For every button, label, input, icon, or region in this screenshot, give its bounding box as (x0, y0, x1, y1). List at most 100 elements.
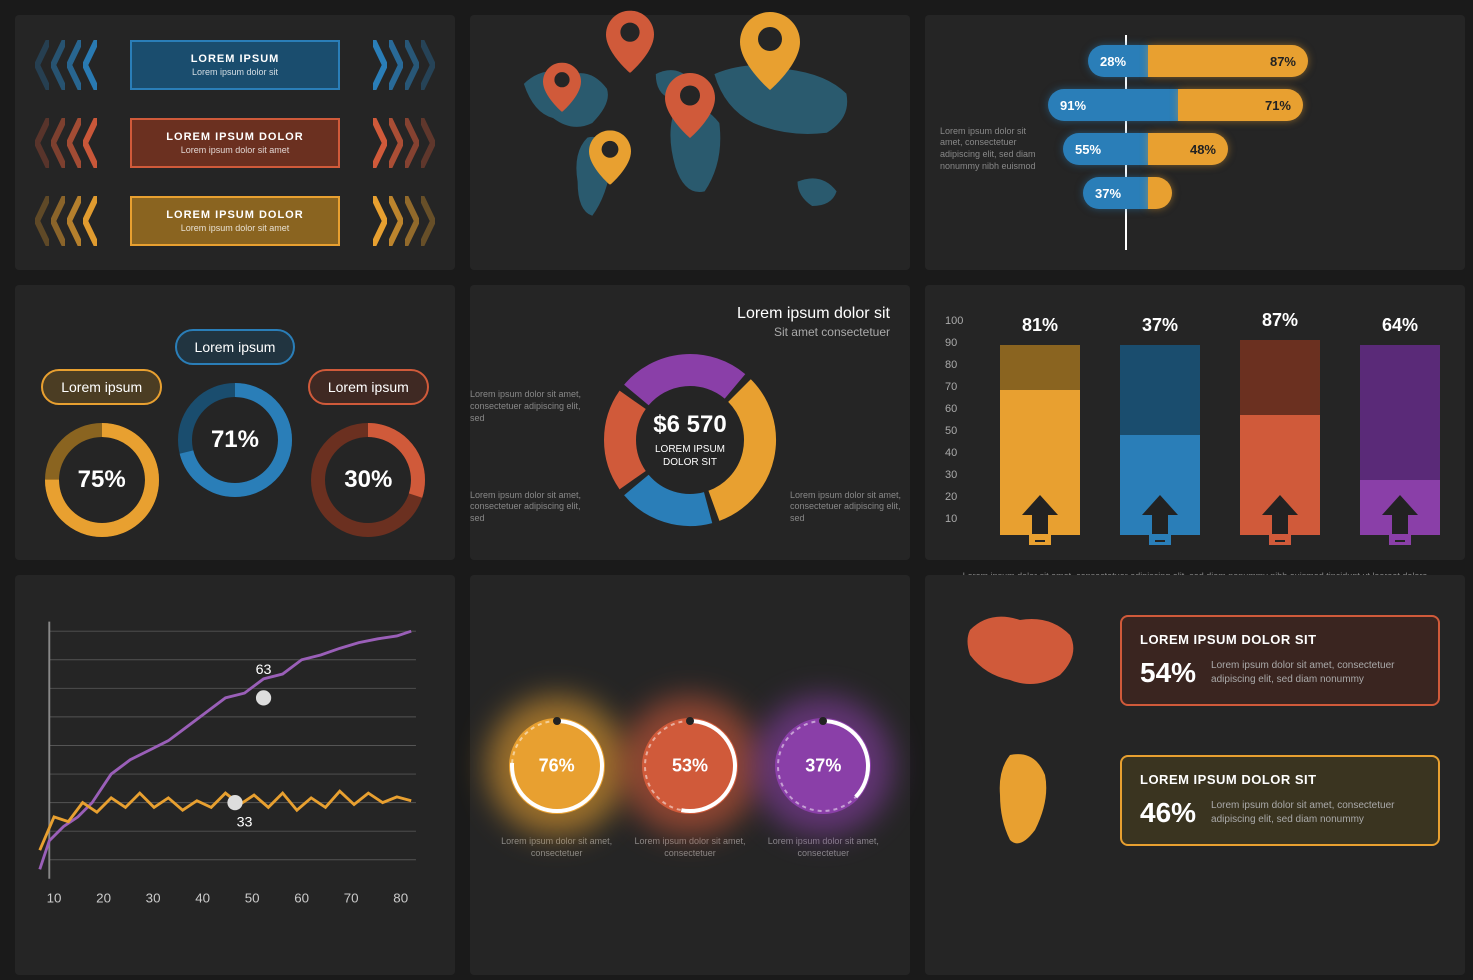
vbar-top (1120, 345, 1200, 435)
hbar-left: 55% (1063, 133, 1148, 165)
vbar-percent: 81% (1022, 315, 1058, 336)
vbar-column: 64% (1355, 345, 1445, 535)
donut-segment (636, 370, 735, 395)
donut-segment-label: Lorem ipsum dolor sit amet, consectetuer… (470, 490, 590, 525)
hbar-pair: 28% 87% (1048, 45, 1450, 77)
banner-row: LOREM IPSUM DOLOR Lorem ipsum dolor sit … (35, 118, 435, 168)
arrow-up-icon (1380, 495, 1420, 545)
banner-title: LOREM IPSUM DOLOR (166, 209, 303, 221)
data-point (256, 690, 271, 705)
hbar-row: 91% 71% (940, 89, 1450, 121)
hbar-pair: 37% (1048, 177, 1450, 209)
donut-segment (620, 399, 633, 479)
banner-subtitle: Lorem ipsum dolor sit amet (181, 223, 290, 233)
glow-panel: 76% Lorem ipsum dolor sit amet, consecte… (470, 575, 910, 975)
vbar-top (1240, 340, 1320, 415)
vbar-percent: 64% (1382, 315, 1418, 336)
vbar-percent: 37% (1142, 315, 1178, 336)
arrow-up-icon (1260, 495, 1300, 545)
map-pin-icon (543, 62, 581, 116)
continent-percent: 46% (1140, 797, 1196, 829)
glow-percent: 37% (805, 755, 841, 776)
ring-value: 71% (211, 426, 259, 454)
banner-title: LOREM IPSUM (191, 53, 280, 65)
ring-pill: Lorem ipsum (308, 369, 429, 405)
donut-segment (636, 484, 708, 509)
rings-panel: Lorem ipsum 75% Lorem ipsum 71% Lorem ip… (15, 285, 455, 560)
x-tick: 50 (245, 891, 260, 906)
y-tick: 20 (945, 491, 957, 503)
chevron-right-icon (373, 118, 435, 168)
x-tick: 40 (195, 891, 210, 906)
continent-desc: Lorem ipsum dolor sit amet, consectetuer… (1211, 799, 1420, 827)
line-chart-svg: 63331020304050607080 (35, 595, 435, 915)
banner-body: LOREM IPSUM DOLOR Lorem ipsum dolor sit … (130, 196, 340, 246)
hbar-left: 28% (1088, 45, 1148, 77)
ring-pill: Lorem ipsum (41, 369, 162, 405)
y-tick: 50 (945, 425, 957, 437)
donut-panel: Lorem ipsum dolor sit Sit amet consectet… (470, 285, 910, 560)
glow-block: 76% Lorem ipsum dolor sit amet, consecte… (490, 711, 623, 859)
hbar-right (1148, 177, 1172, 209)
ring-chart: 30% (308, 420, 428, 540)
y-tick: 70 (945, 381, 957, 393)
y-tick: 40 (945, 447, 957, 459)
banner-body: LOREM IPSUM Lorem ipsum dolor sit (130, 40, 340, 90)
banner-body: LOREM IPSUM DOLOR Lorem ipsum dolor sit … (130, 118, 340, 168)
vbar-percent: 87% (1262, 310, 1298, 331)
x-tick: 30 (146, 891, 161, 906)
continent-shape-icon (950, 740, 1100, 860)
arrow-up-icon (1140, 495, 1180, 545)
vbar-top (1000, 345, 1080, 390)
ring-block: Lorem ipsum 30% (308, 369, 429, 540)
hbar-left: 37% (1083, 177, 1148, 209)
map-pin-icon (606, 11, 654, 78)
glow-percent: 76% (539, 755, 575, 776)
chevron-left-icon (35, 196, 97, 246)
vbar (1240, 340, 1320, 535)
ring-block: Lorem ipsum 71% (175, 329, 296, 500)
vbar-bottom (1240, 415, 1320, 535)
hbar-label: Lorem ipsum dolor sit amet, consectetuer… (940, 126, 1040, 173)
banner-row: LOREM IPSUM DOLOR Lorem ipsum dolor sit … (35, 196, 435, 246)
x-tick: 10 (47, 891, 62, 906)
continent-info-box: LOREM IPSUM DOLOR SIT 54% Lorem ipsum do… (1120, 615, 1440, 706)
line-chart-panel: 63331020304050607080 (15, 575, 455, 975)
y-tick: 80 (945, 359, 957, 371)
donut-area: $6 570 LOREM IPSUMDOLOR SIT Lorem ipsum … (490, 339, 890, 540)
vbar-column: 87% (1235, 340, 1325, 535)
ring-chart: 71% (175, 380, 295, 500)
chevron-left-icon (35, 40, 97, 90)
glow-caption: Lorem ipsum dolor sit amet, consectetuer (757, 836, 890, 859)
hbar-row: 28% 87% (940, 45, 1450, 77)
x-tick: 80 (393, 891, 408, 906)
continent-row: LOREM IPSUM DOLOR SIT 54% Lorem ipsum do… (950, 600, 1440, 720)
glow-circle: 53% (635, 711, 745, 821)
continent-row: LOREM IPSUM DOLOR SIT 46% Lorem ipsum do… (950, 740, 1440, 860)
data-label: 63 (256, 662, 272, 678)
donut-segment-label: Lorem ipsum dolor sit amet, consectetuer… (470, 389, 590, 424)
donut-center: $6 570 LOREM IPSUMDOLOR SIT (653, 411, 726, 469)
vbar-column: 81% (995, 345, 1085, 535)
vbar-bottom (1360, 480, 1440, 535)
banner-row: LOREM IPSUM Lorem ipsum dolor sit (35, 40, 435, 90)
hbar-left: 91% (1048, 89, 1178, 121)
map-pin-icon (665, 73, 715, 143)
map-pin-icon (589, 130, 631, 190)
hbar-right: 71% (1178, 89, 1303, 121)
chevron-right-icon (373, 196, 435, 246)
y-tick: 90 (945, 337, 957, 349)
donut-subtitle: Sit amet consectetuer (490, 325, 890, 339)
ring-pill: Lorem ipsum (175, 329, 296, 365)
line-series (40, 631, 411, 869)
banner-title: LOREM IPSUM DOLOR (166, 131, 303, 143)
hbar-right: 48% (1148, 133, 1228, 165)
glow-circle: 37% (768, 711, 878, 821)
banner-panel: LOREM IPSUM Lorem ipsum dolor sit LOREM … (15, 15, 455, 270)
hbar-pair: 55% 48% (1048, 133, 1450, 165)
continents-panel: LOREM IPSUM DOLOR SIT 54% Lorem ipsum do… (925, 575, 1465, 975)
banner-subtitle: Lorem ipsum dolor sit amet (181, 145, 290, 155)
glow-percent: 53% (672, 755, 708, 776)
line-chart: 63331020304050607080 (35, 595, 435, 915)
glow-block: 53% Lorem ipsum dolor sit amet, consecte… (623, 711, 756, 859)
